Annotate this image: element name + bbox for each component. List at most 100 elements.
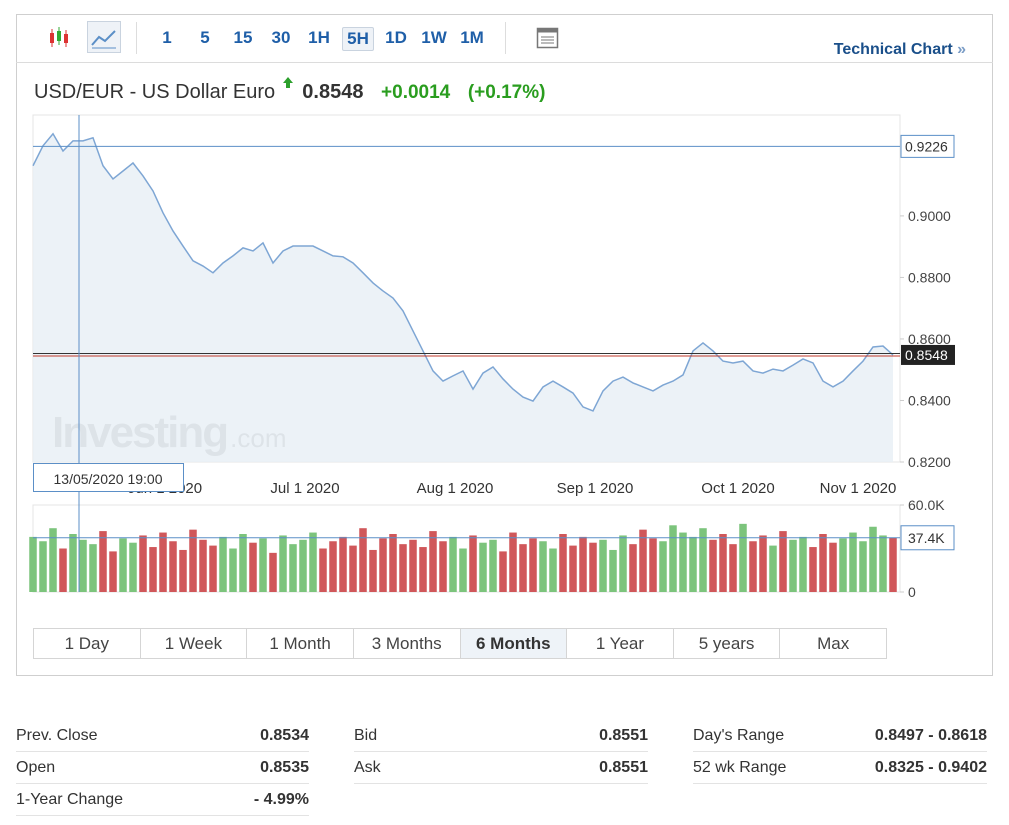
price-line bbox=[32, 132, 894, 412]
volume-bar bbox=[449, 536, 457, 592]
volume-bar bbox=[259, 538, 267, 592]
volume-bar bbox=[679, 532, 687, 592]
chart: Investing.com0.82000.84000.86000.88000.9… bbox=[29, 114, 955, 600]
range-button[interactable]: 1 Day bbox=[33, 628, 141, 659]
volume-bar bbox=[219, 536, 227, 592]
last-price: 0.8548 bbox=[302, 81, 364, 103]
volume-bar bbox=[589, 542, 597, 592]
interval-button[interactable]: 5 bbox=[200, 28, 210, 47]
technical-chart-link[interactable]: Technical Chart » bbox=[834, 41, 966, 59]
volume-bar bbox=[559, 534, 567, 592]
volume-bar bbox=[569, 545, 577, 592]
volume-bar bbox=[489, 539, 497, 592]
stat-label: 1-Year Change bbox=[16, 791, 124, 808]
volume-bar bbox=[889, 537, 897, 592]
volume-tick-label: 0 bbox=[908, 584, 916, 600]
volume-bar bbox=[329, 541, 337, 592]
volume-bar bbox=[639, 529, 647, 592]
volume-bar bbox=[459, 548, 467, 592]
volume-bar bbox=[629, 544, 637, 592]
volume-bar bbox=[619, 535, 627, 592]
interval-button[interactable]: 1W bbox=[421, 28, 447, 47]
y-tick-label: 0.8400 bbox=[908, 392, 951, 408]
stat-label: Bid bbox=[354, 727, 378, 744]
link-arrow[interactable]: » bbox=[957, 41, 966, 58]
volume-bar bbox=[809, 547, 817, 592]
volume-bar bbox=[609, 549, 617, 592]
volume-bar bbox=[529, 538, 537, 592]
range-button[interactable]: 1 Week bbox=[139, 628, 248, 659]
volume-bar bbox=[189, 529, 197, 592]
stat-label: 52 wk Range bbox=[693, 759, 787, 776]
range-button[interactable]: 5 years bbox=[672, 628, 781, 659]
volume-bar bbox=[539, 541, 547, 592]
range-button[interactable]: 1 Year bbox=[566, 628, 674, 659]
last-price-label: 0.8548 bbox=[905, 347, 948, 363]
x-tick-label: Oct 1 2020 bbox=[701, 480, 774, 497]
volume-bar bbox=[39, 541, 47, 592]
interval-button[interactable]: 1D bbox=[385, 28, 407, 47]
volume-bar bbox=[69, 534, 77, 592]
volume-bar bbox=[99, 531, 107, 592]
stats-row: Bid 0.8551 bbox=[354, 721, 648, 752]
volume-bar bbox=[849, 532, 857, 592]
volume-bar bbox=[199, 539, 207, 592]
line-icon[interactable] bbox=[87, 21, 121, 53]
interval-button[interactable]: 30 bbox=[271, 28, 291, 47]
crosshair-price-label: 0.9226 bbox=[905, 138, 948, 154]
volume-bar bbox=[349, 545, 357, 592]
interval-button[interactable]: 1 bbox=[162, 28, 172, 47]
volume-bar bbox=[429, 531, 437, 592]
volume-bar bbox=[659, 541, 667, 592]
volume-bar bbox=[469, 535, 477, 592]
last-price-box bbox=[901, 344, 955, 365]
volume-bar bbox=[409, 539, 417, 592]
volume-bar bbox=[59, 548, 67, 592]
volume-bar bbox=[289, 544, 297, 592]
crosshair-date-label: 13/05/2020 19:00 bbox=[54, 471, 163, 487]
interval-button[interactable]: 1M bbox=[460, 28, 484, 47]
volume-bar bbox=[779, 531, 787, 592]
volume-bar bbox=[509, 532, 517, 592]
volume-bar bbox=[319, 548, 327, 592]
stat-value: 0.8551 bbox=[599, 759, 648, 776]
link-text[interactable]: Technical Chart bbox=[833, 41, 953, 58]
stats-row: 1-Year Change - 4.99% bbox=[16, 785, 309, 816]
interval-button[interactable]: 1H bbox=[308, 28, 330, 47]
stat-value: 0.8325 - 0.9402 bbox=[874, 759, 987, 776]
volume-bar bbox=[249, 542, 257, 592]
volume-bar bbox=[229, 548, 237, 592]
volume-bar bbox=[499, 551, 507, 592]
stat-label: Ask bbox=[354, 759, 381, 776]
interval-button[interactable]: 5H bbox=[342, 27, 374, 51]
x-tick-label: Sep 1 2020 bbox=[557, 480, 634, 497]
range-button[interactable]: 1 Month bbox=[246, 628, 354, 659]
candles-icon[interactable] bbox=[44, 24, 72, 52]
volume-bar bbox=[649, 538, 657, 592]
y-tick-label: 0.8600 bbox=[908, 331, 951, 347]
range-button[interactable]: 6 Months bbox=[459, 628, 568, 659]
stat-label: Open bbox=[16, 759, 56, 776]
volume-bar bbox=[879, 535, 887, 592]
volume-bar bbox=[819, 534, 827, 592]
volume-bar bbox=[29, 536, 37, 592]
volume-bar bbox=[699, 528, 707, 592]
table-icon[interactable] bbox=[536, 26, 560, 50]
range-button[interactable]: 3 Months bbox=[352, 628, 461, 659]
y-tick-label: 0.9000 bbox=[908, 208, 951, 224]
range-button[interactable]: Max bbox=[779, 628, 887, 659]
volume-bar bbox=[89, 544, 97, 592]
volume-tick-label: 60.0K bbox=[908, 497, 945, 513]
volume-bar bbox=[709, 539, 717, 592]
volume-bar bbox=[79, 539, 87, 592]
stats-row: Ask 0.8551 bbox=[354, 753, 648, 784]
up-arrow bbox=[282, 77, 293, 88]
price-change: +0.0014 bbox=[381, 82, 451, 103]
volume-bar bbox=[159, 532, 167, 592]
volume-bar bbox=[519, 544, 527, 592]
crosshair-date-box bbox=[33, 463, 184, 492]
interval-button[interactable]: 15 bbox=[233, 28, 253, 47]
instrument-name: USD/EUR - US Dollar Euro bbox=[34, 81, 276, 103]
volume-bar bbox=[859, 541, 867, 592]
volume-bar bbox=[719, 534, 727, 592]
